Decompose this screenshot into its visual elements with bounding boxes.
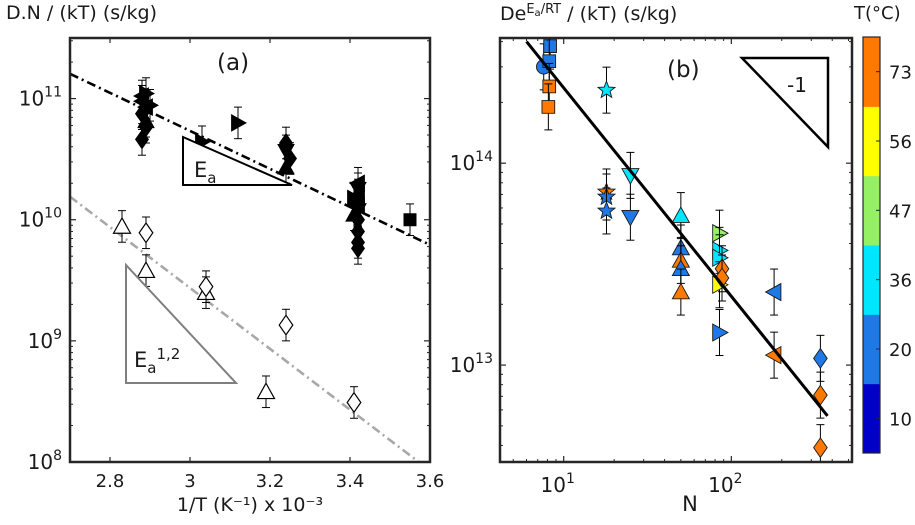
fit-line-b-0 (525, 40, 829, 417)
panel-b-axes-frame (498, 36, 854, 464)
colorbar-ticks: 10 20 36 47 56 73 (876, 63, 912, 430)
star-marker (596, 200, 617, 220)
panel-a: D.N / (kT) (s/kg) Ea Ea1,2 (a) 2.8 3 3.2 3.… (6, 2, 444, 516)
colorbar-tick-label: 10 (889, 409, 912, 430)
y-tick-label: 1014 (450, 149, 493, 175)
square-marker (543, 39, 557, 53)
x-tick-label: 3 (184, 471, 195, 492)
panel-a-title: D.N / (kT) (s/kg) (6, 2, 157, 24)
up-triangle-marker (256, 382, 276, 400)
diamond-marker (278, 314, 294, 336)
fit-line-a-0 (70, 72, 430, 247)
x-tick-label: 3.6 (416, 471, 445, 492)
colorbar: T(°C) 10 20 36 47 56 73 (853, 3, 912, 454)
right-triangle-marker (712, 223, 729, 243)
colorbar-tick-label: 47 (889, 201, 912, 222)
down-triangle-marker (349, 181, 367, 198)
colorbar-tick-label: 73 (889, 63, 912, 84)
right-triangle-marker (231, 114, 248, 132)
colorbar-band (863, 37, 880, 107)
ea12-annotation-label: Ea1,2 (134, 345, 180, 377)
y-tick-label: 1013 (450, 351, 493, 377)
square-marker (542, 79, 557, 94)
x-tick-label: 101 (541, 471, 575, 497)
colorbar-label: T(°C) (853, 3, 901, 24)
colorbar-tick-label: 56 (889, 132, 912, 153)
up-triangle-marker (112, 216, 132, 234)
square-marker (403, 213, 417, 227)
panel-b-fit-lines (525, 40, 829, 417)
colorbar-band (863, 245, 880, 315)
diamond-marker (198, 275, 214, 298)
y-tick-label: 1011 (19, 85, 62, 111)
up-triangle-marker (136, 260, 156, 279)
x-tick-label: 102 (708, 471, 742, 497)
square-marker (541, 100, 556, 114)
panel-b-x-label: N (682, 492, 698, 516)
x-tick-label: 3.2 (256, 471, 285, 492)
diamond-marker (346, 391, 362, 414)
x-tick-label: 3.4 (336, 471, 365, 492)
panel-a-fit-lines (70, 72, 430, 462)
colorbar-tick-label: 36 (889, 271, 912, 292)
panel-a-markers (112, 77, 417, 419)
ea-triangle-annotation: Ea (182, 135, 293, 187)
up-triangle-marker (671, 206, 691, 223)
slope-triangle-annotation: -1 (739, 56, 830, 151)
up-triangle-marker (671, 282, 691, 300)
y-tick-label: 108 (28, 448, 62, 474)
colorbar-band (863, 106, 880, 177)
diamond-marker (138, 221, 154, 244)
panel-a-x-label: 1/T (K⁻¹) x 10⁻³ (177, 494, 323, 516)
down-triangle-marker (277, 143, 295, 160)
y-tick-label: 1010 (19, 206, 62, 232)
colorbar-band (863, 314, 880, 385)
ea12-triangle-annotation: Ea1,2 (125, 262, 239, 384)
down-triangle-marker (349, 203, 367, 220)
diamond-marker (350, 238, 366, 259)
left-triangle-marker (764, 282, 782, 302)
x-tick-label: 2.8 (96, 471, 125, 492)
colorbar-frame (862, 36, 881, 454)
colorbar-tick-label: 20 (889, 340, 912, 361)
panel-a-axes: 2.8 3 3.2 3.4 3.6 108 109 1010 1011 (19, 38, 445, 492)
colorbar-bands (863, 37, 880, 454)
panel-b-label: (b) (667, 57, 700, 83)
diamond-marker (813, 437, 828, 459)
down-triangle-marker (621, 209, 640, 227)
y-tick-label: 109 (28, 327, 62, 353)
fit-line-a-1 (70, 195, 421, 462)
colorbar-band (863, 383, 880, 454)
colorbar-band (863, 175, 880, 246)
panel-a-axes-frame (68, 36, 432, 464)
ea-annotation-label: Ea (194, 158, 216, 187)
panel-b-title: DeEa/RT / (kT) (s/kg) (500, 2, 677, 25)
right-triangle-marker (712, 323, 729, 342)
panel-a-label: (a) (217, 50, 249, 76)
star-marker (596, 79, 617, 99)
diamond-marker (714, 267, 730, 289)
slope-annotation-label: -1 (787, 73, 807, 97)
panel-b: DeEa/RT / (kT) (s/kg) -1 (b) 101 10210131… (450, 2, 854, 516)
panel-b-axes: 101 102 1013 1014 (450, 38, 852, 497)
diamond-marker (813, 347, 828, 369)
up-triangle-marker (137, 112, 155, 129)
